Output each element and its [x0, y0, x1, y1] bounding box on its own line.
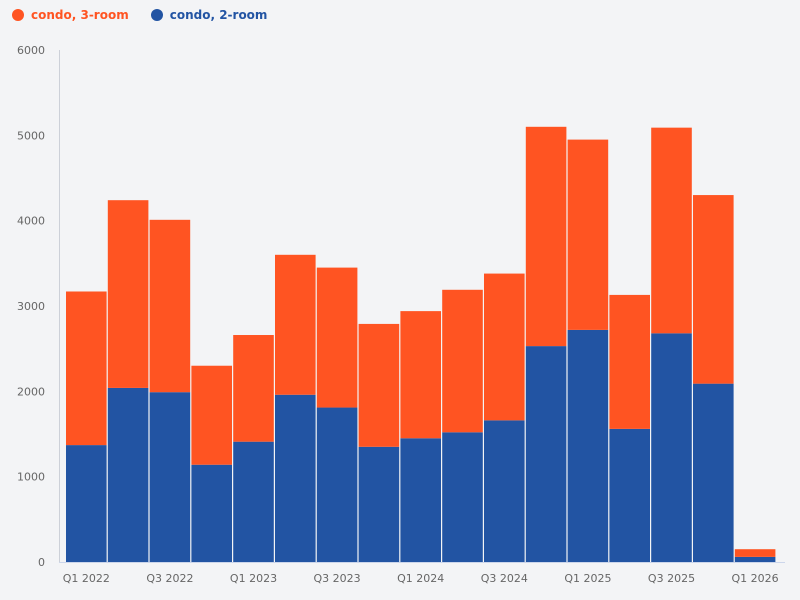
bar-segment[interactable] — [107, 200, 149, 388]
legend-marker-2-room — [150, 9, 163, 21]
x-tick-label: Q1 2025 — [564, 572, 611, 585]
bar-segment[interactable] — [66, 445, 107, 562]
bar-segment[interactable] — [693, 383, 734, 562]
bar-segment[interactable] — [358, 446, 400, 562]
bar-segment[interactable] — [191, 464, 232, 562]
bar-segment[interactable] — [609, 428, 650, 562]
x-tick-label: Q3 2023 — [314, 572, 361, 585]
bar-segment[interactable] — [233, 441, 274, 562]
bar-segment[interactable] — [525, 126, 567, 347]
y-tick-label: 4000 — [17, 215, 45, 228]
bar-segment[interactable] — [316, 267, 358, 408]
y-tick-label: 5000 — [17, 129, 45, 142]
bar-segment[interactable] — [442, 289, 483, 433]
bar-segment[interactable] — [567, 329, 609, 562]
bar-segment[interactable] — [316, 407, 358, 562]
x-tick-label: Q1 2026 — [732, 572, 779, 585]
legend: condo, 3-room condo, 2-room — [12, 8, 267, 22]
y-tick-label: 6000 — [17, 44, 45, 57]
bar-segment[interactable] — [149, 219, 191, 393]
x-tick-label: Q1 2023 — [230, 572, 277, 585]
bar-segment[interactable] — [442, 432, 483, 562]
y-tick-label: 2000 — [17, 385, 45, 398]
bar-segment[interactable] — [149, 392, 191, 562]
y-tick-label: 1000 — [17, 471, 45, 484]
legend-label: condo, 2-room — [169, 8, 268, 22]
bar-segment[interactable] — [609, 294, 650, 429]
bar-segment[interactable] — [484, 420, 525, 562]
bar-segment[interactable] — [358, 323, 400, 447]
x-tick-label: Q3 2024 — [481, 572, 528, 585]
bar-segment[interactable] — [651, 127, 692, 334]
bar-segment[interactable] — [525, 346, 567, 562]
x-tick-label: Q1 2022 — [63, 572, 110, 585]
y-tick-label: 3000 — [17, 300, 45, 313]
bar-segment[interactable] — [191, 365, 232, 465]
bar-segment[interactable] — [567, 139, 609, 330]
bar-segment[interactable] — [66, 291, 107, 446]
legend-marker-3-room — [12, 9, 24, 21]
legend-item-3-room[interactable]: condo, 3-room — [12, 8, 129, 22]
bar-segment[interactable] — [275, 394, 316, 562]
bar-segment[interactable] — [484, 273, 525, 421]
bar-segment[interactable] — [107, 387, 149, 562]
bar-segment[interactable] — [734, 549, 776, 557]
bar-segment[interactable] — [275, 254, 316, 395]
bar-segment[interactable] — [734, 556, 776, 562]
bar-segment[interactable] — [400, 438, 441, 562]
bar-segment[interactable] — [693, 195, 734, 384]
x-tick-label: Q3 2025 — [648, 572, 695, 585]
x-tick-label: Q3 2022 — [146, 572, 193, 585]
y-tick-label: 0 — [38, 556, 45, 569]
x-tick-label: Q1 2024 — [397, 572, 444, 585]
bar-segment[interactable] — [651, 333, 692, 562]
bar-segment[interactable] — [400, 311, 441, 439]
bar-segment[interactable] — [233, 335, 274, 442]
legend-label: condo, 3-room — [31, 8, 129, 22]
legend-item-2-room[interactable]: condo, 2-room — [150, 8, 268, 22]
